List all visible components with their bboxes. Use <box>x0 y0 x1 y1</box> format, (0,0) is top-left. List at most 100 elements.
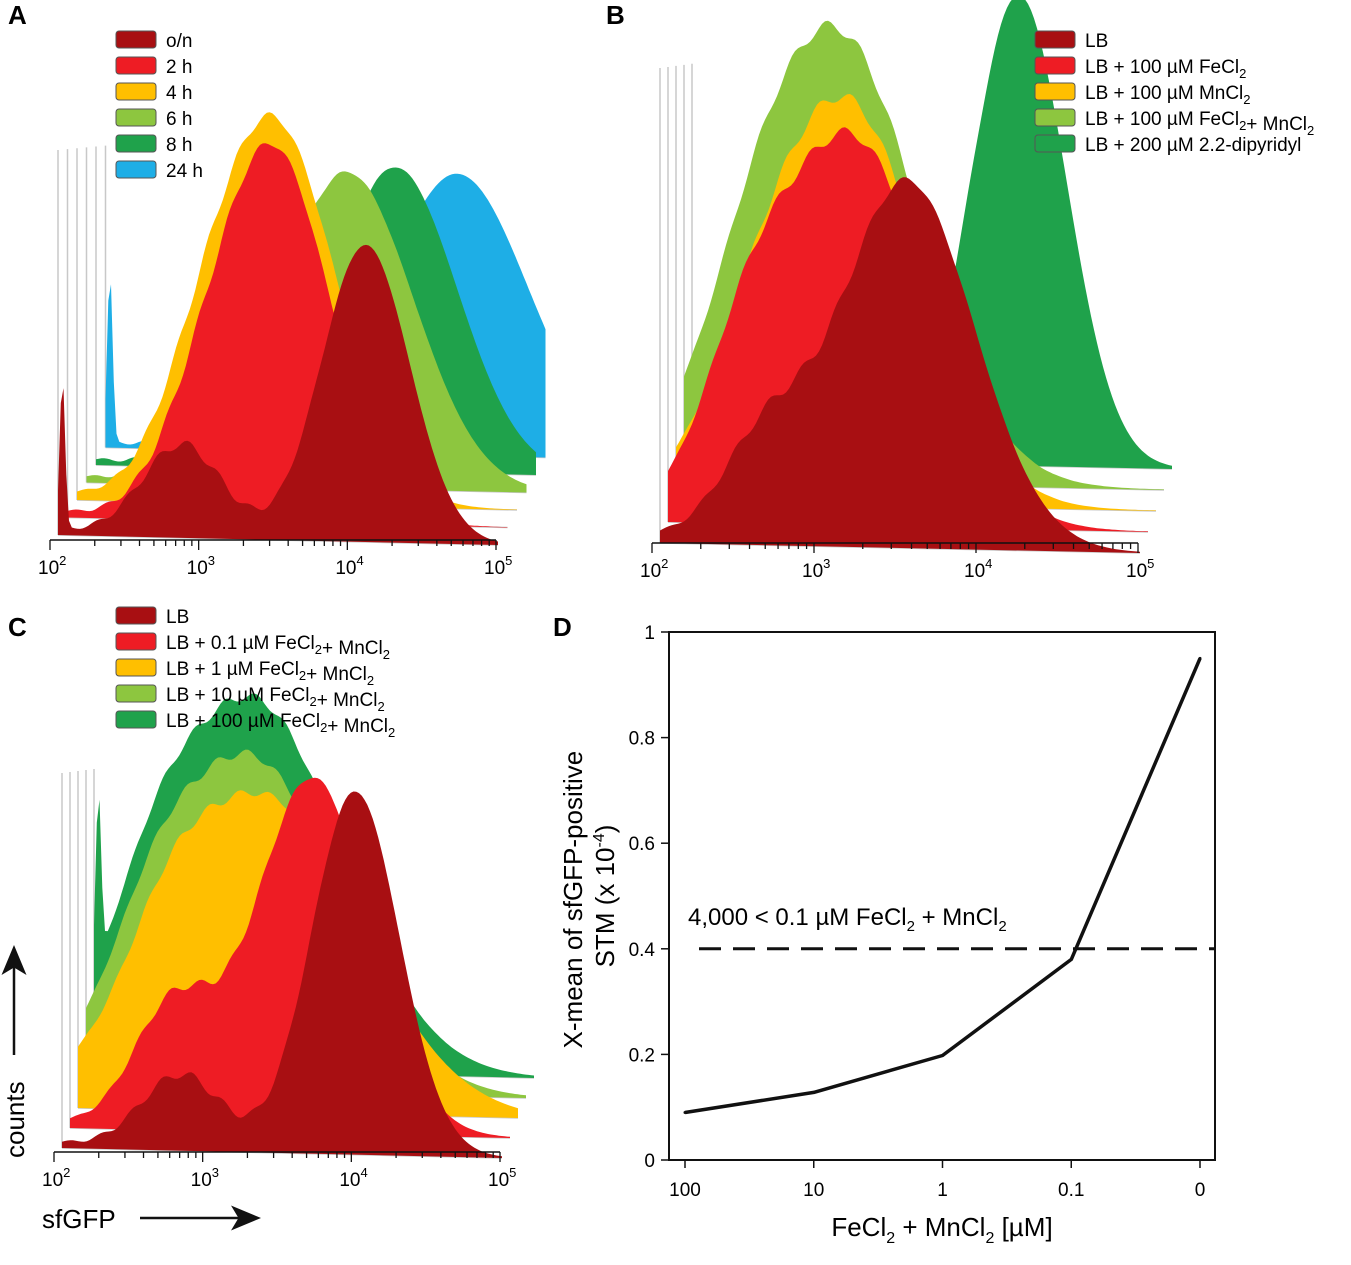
x-tick-label: 103 <box>802 556 830 582</box>
panel-a-x-axis: 102 103 104 105 <box>38 539 512 579</box>
x-tick-label: 103 <box>191 1165 219 1191</box>
legend-label-compound: MnCl <box>338 638 382 659</box>
x-tick-label-exponent: 5 <box>509 1165 516 1180</box>
panel-c-x-axis: 102 103 104 105 <box>42 1151 516 1191</box>
legend-label-subscript: 2 <box>320 720 327 735</box>
x-tick-label-base: 10 <box>802 561 823 582</box>
legend-swatch-lb-200-m-2-2-dipyridyl <box>1034 134 1076 153</box>
x-tick-label: 102 <box>42 1165 70 1191</box>
legend-swatch-4-h <box>115 82 157 101</box>
legend-label-text: LB + 100 µM <box>1085 57 1199 78</box>
x-tick-label: 103 <box>187 553 215 579</box>
legend-label-text: LB <box>166 607 189 628</box>
legend-label-compound: FeCl <box>269 685 309 706</box>
legend-swatch-lb-100-m-mncl2 <box>1034 82 1076 101</box>
threshold-label-part-1: 4,000 < 0.1 µM FeCl <box>688 904 907 931</box>
panel-b-histograms <box>660 0 1172 553</box>
x-tick-label-exponent: 5 <box>505 553 512 568</box>
x-tick-label: 104 <box>964 556 992 582</box>
xlabel-part-1: FeCl <box>831 1212 886 1242</box>
panel-d-x-axis: 100 10 1 0.1 0 <box>669 1160 1205 1201</box>
x-tick-label-base: 10 <box>640 561 661 582</box>
threshold-label-sub-2: 2 <box>998 918 1006 935</box>
x-tick-label-exponent: 4 <box>360 1165 367 1180</box>
legend-label-text: LB <box>1085 31 1108 52</box>
legend-label-o-n: o/n <box>166 31 192 52</box>
legend-label-subscript: 2 <box>309 694 316 709</box>
legend-label-subscript: 2 <box>377 699 384 714</box>
x-tick-label-base: 10 <box>1126 561 1147 582</box>
x-tick-label: 10 <box>803 1180 824 1201</box>
legend-swatch-lb-1-m-fecl2-mncl2 <box>115 658 157 677</box>
legend-swatch-lb-10-m-fecl2-mncl2 <box>115 684 157 703</box>
x-tick-label-base: 10 <box>964 561 985 582</box>
legend-label-text: + <box>327 716 343 737</box>
x-tick-label: 104 <box>339 1165 367 1191</box>
ylabel-line-1: X-mean of sfGFP-positive <box>558 751 588 1049</box>
x-tick-label-exponent: 2 <box>59 553 66 568</box>
xlabel-sub-1: 2 <box>886 1230 895 1247</box>
legend-label-text: LB + 100 µM <box>1085 83 1199 104</box>
x-tick-label-exponent: 4 <box>985 556 992 571</box>
threshold-label-part-2: + MnCl <box>915 904 998 931</box>
panel-b-x-axis: 102 103 104 105 <box>640 542 1154 582</box>
legend-label-compound: MnCl <box>1263 114 1307 135</box>
panel-a-legend: o/n 2 h 4 h 6 h 8 h 24 h <box>115 30 203 182</box>
x-tick-label: 102 <box>640 556 668 582</box>
panel-a-histograms <box>58 112 546 545</box>
x-tick-label-exponent: 3 <box>212 1165 219 1180</box>
x-tick-label-base: 10 <box>38 558 59 579</box>
legend-label-text: 6 h <box>166 109 192 130</box>
legend-label-text: 8 h <box>166 135 192 156</box>
x-tick-label: 102 <box>38 553 66 579</box>
legend-label-4-h: 4 h <box>166 83 192 104</box>
legend-label-subscript: 2 <box>1307 123 1314 138</box>
legend-label-compound: MnCl <box>323 664 367 685</box>
legend-label-subscript: 2 <box>1239 118 1246 133</box>
threshold-label: 4,000 < 0.1 µM FeCl2 + MnCl2 <box>688 904 1007 935</box>
legend-swatch-o-n <box>115 30 157 49</box>
x-tick-label-base: 10 <box>335 558 356 579</box>
legend-label-lb-100-m-mncl2: LB + 100 µM MnCl2 <box>1085 83 1251 107</box>
legend-label-subscript: 2 <box>299 668 306 683</box>
x-tick-label: 0.1 <box>1058 1180 1084 1201</box>
panel-a: 102 103 104 105 o/n2 h4 h6 h8 h24 h <box>38 30 546 579</box>
panel-label-d: D <box>553 612 572 642</box>
data-point-0 <box>1198 656 1202 660</box>
x-tick-label: 0 <box>1195 1180 1206 1201</box>
legend-swatch-6-h <box>115 108 157 127</box>
x-tick-label: 105 <box>1126 556 1154 582</box>
legend-label-text: o/n <box>166 31 192 52</box>
panel-d-y-axis: 0 0.2 0.4 0.6 0.8 1 <box>629 623 669 1172</box>
legend-label-lb-100-m-fecl2: LB + 100 µM FeCl2 <box>1085 57 1246 81</box>
legend-label-8-h: 8 h <box>166 135 192 156</box>
x-tick-label-exponent: 2 <box>661 556 668 571</box>
data-point-100 <box>683 1110 687 1114</box>
x-tick-label-exponent: 4 <box>356 553 363 568</box>
legend-label-subscript: 2 <box>388 725 395 740</box>
panel-label-b: B <box>606 0 625 30</box>
legend-label-compound: MnCl <box>344 716 388 737</box>
legend-label-compound: MnCl <box>1199 83 1243 104</box>
legend-label-lb-10-m-fecl2-mncl2: LB + 10 µM FeCl2+ MnCl2 <box>166 685 385 714</box>
x-tick-label: 1 <box>937 1180 948 1201</box>
xlabel-sub-2: 2 <box>985 1230 994 1247</box>
x-tick-label-exponent: 5 <box>1147 556 1154 571</box>
xlabel-part-3: [µM] <box>994 1212 1052 1242</box>
panel-c-histograms <box>62 693 534 1158</box>
histogram-lb <box>660 177 1140 553</box>
ylabel-exponent: -4 <box>591 833 608 847</box>
legend-label-text: LB + 200 µM 2.2-dipyridyl <box>1085 135 1301 156</box>
x-tick-label: 104 <box>335 553 363 579</box>
legend-label-subscript: 2 <box>383 647 390 662</box>
legend-label-lb-100-m-fecl2-mncl2: LB + 100 µM FeCl2+ MnCl2 <box>166 711 395 740</box>
ylabel-close-paren: ) <box>590 825 620 834</box>
legend-label-text: LB + 100 µM <box>166 711 280 732</box>
legend-label-text: LB + 100 µM <box>1085 109 1199 130</box>
legend-swatch-2-h <box>115 56 157 75</box>
ylabel-line-2: STM (x 10 <box>590 847 620 967</box>
panel-d-y-axis-label: X-mean of sfGFP-positive STM (x 10-4) <box>558 744 620 1049</box>
legend-swatch-lb-100-m-fecl2 <box>1034 56 1076 75</box>
